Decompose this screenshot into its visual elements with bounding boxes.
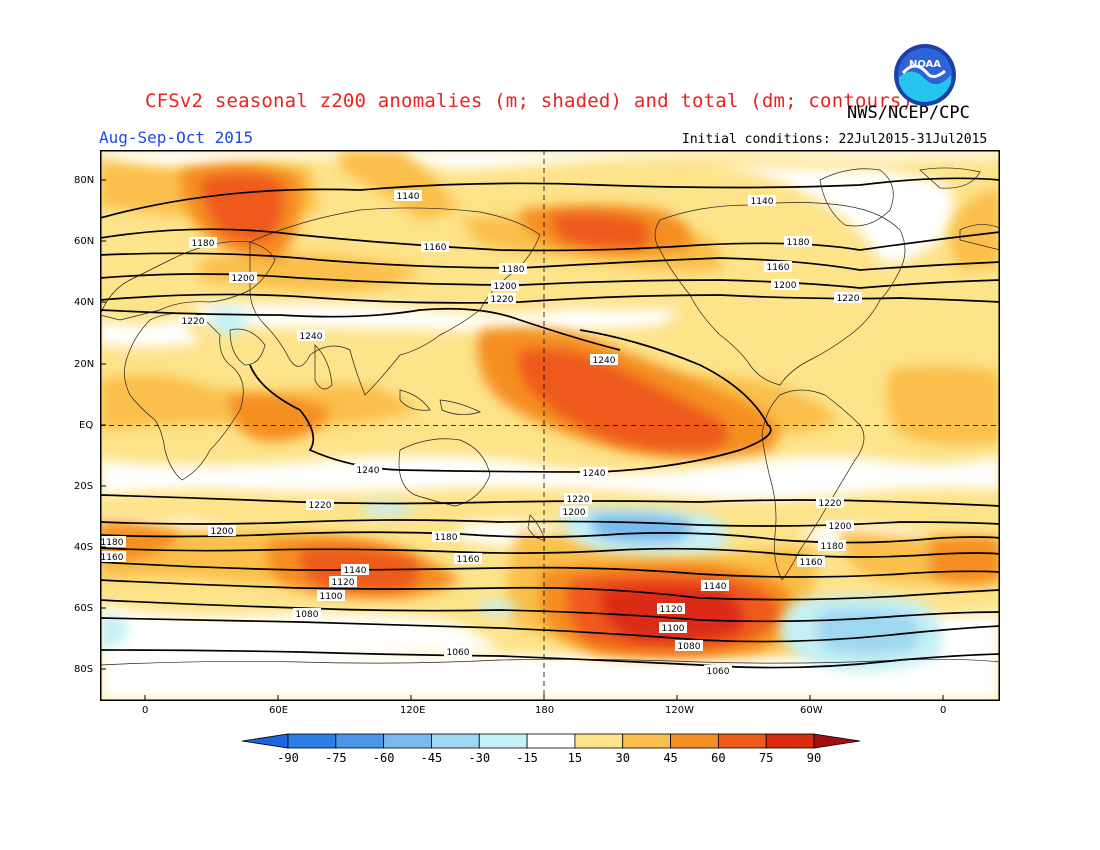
- height-contours: [100, 177, 1000, 669]
- contour-label: 1200: [494, 282, 517, 292]
- contour-label: 1220: [309, 501, 332, 511]
- colorbar-swatch: [431, 733, 480, 749]
- contour-label: 1160: [457, 555, 480, 565]
- lat-label-40n: 40N: [74, 297, 95, 308]
- contour-label: 1120: [332, 578, 355, 588]
- contour-label: 1100: [662, 624, 685, 634]
- contour-label: 1200: [774, 281, 797, 291]
- lat-label-eq: EQ: [79, 420, 94, 431]
- contour-labels-northern: 1140 1140 1180 1160 1180 1180 1160 1200 …: [179, 190, 862, 366]
- colorbar-tick-label: 30: [616, 751, 630, 765]
- lat-label-20n: 20N: [74, 359, 95, 370]
- colorbar-tick-label: 15: [568, 751, 582, 765]
- contour-labels-southern: 1240 1240 1220 1220 1220 1200 1200 1200 …: [100, 464, 854, 677]
- contour-label: 1240: [583, 469, 606, 479]
- contour-label: 1160: [767, 263, 790, 273]
- colorbar-swatch: [383, 733, 432, 749]
- lat-label-60n: 60N: [74, 236, 95, 247]
- colorbar-tick-label: -30: [468, 751, 490, 765]
- colorbar-tick-label: -45: [421, 751, 443, 765]
- contour-label: 1180: [435, 533, 458, 543]
- contour-label: 1060: [707, 667, 730, 677]
- contour-label: 1200: [232, 274, 255, 284]
- contour-label: 1240: [593, 356, 616, 366]
- lon-label-60w: 60W: [800, 705, 823, 716]
- colorbar-tick-label: 75: [759, 751, 773, 765]
- lon-label-120e: 120E: [400, 705, 426, 716]
- contour-label: 1140: [704, 582, 727, 592]
- anomaly-map: 1140 1140 1180 1160 1180 1180 1160 1200 …: [100, 150, 1000, 701]
- lon-label-0-west: 0: [142, 705, 149, 716]
- contour-label: 1120: [660, 605, 683, 615]
- contour-label: 1180: [787, 238, 810, 248]
- lon-label-120w: 120W: [665, 705, 694, 716]
- season-label: Aug-Sep-Oct 2015: [99, 128, 254, 147]
- contour-label: 1220: [567, 495, 590, 505]
- colorbar-tick-label: -90: [277, 751, 299, 765]
- contour-label: 1160: [424, 243, 447, 253]
- axis-ticks: [100, 179, 944, 701]
- colorbar-tick-label: -60: [373, 751, 395, 765]
- contour-label: 1180: [502, 265, 525, 275]
- contour-label: 1180: [192, 239, 215, 249]
- agency-label: NWS/NCEP/CPC: [847, 103, 970, 123]
- contour-label: 1240: [357, 466, 380, 476]
- lon-label-180: 180: [535, 705, 555, 716]
- colorbar-swatch: [670, 733, 719, 749]
- contour-label: 1060: [447, 648, 470, 658]
- lon-label-60e: 60E: [269, 705, 289, 716]
- contour-label: 1160: [800, 558, 823, 568]
- lat-label-80s: 80S: [74, 664, 94, 675]
- colorbar-extend-high: [813, 733, 861, 749]
- colorbar-swatch: [622, 733, 671, 749]
- contour-label: 1200: [563, 508, 586, 518]
- lat-label-20s: 20S: [74, 481, 94, 492]
- contour-label: 1080: [296, 610, 319, 620]
- colorbar-swatch: [526, 733, 576, 749]
- contour-label: 1100: [320, 592, 343, 602]
- noaa-logo-text: NOAA: [909, 59, 941, 70]
- contour-label: 1220: [491, 295, 514, 305]
- colorbar-extend-low: [241, 733, 289, 749]
- chart-title: CFSv2 seasonal z200 anomalies (m; shaded…: [145, 90, 914, 112]
- contour-label: 1140: [344, 566, 367, 576]
- lat-label-80n: 80N: [74, 175, 95, 186]
- colorbar-tick-label: 90: [807, 751, 821, 765]
- colorbar-swatch: [287, 733, 337, 749]
- lon-label-0-east: 0: [940, 705, 947, 716]
- colorbar-swatch: [335, 733, 385, 749]
- contour-label: 1220: [819, 499, 842, 509]
- colorbar-swatch: [765, 733, 815, 749]
- lat-label-40s: 40S: [74, 542, 94, 553]
- colorbar-swatch: [717, 733, 767, 749]
- contour-label: 1140: [751, 197, 774, 207]
- contour-label: 1160: [101, 553, 124, 563]
- contour-label: 1080: [678, 642, 701, 652]
- colorbar-tick-label: 60: [711, 751, 725, 765]
- contour-label: 1220: [837, 294, 860, 304]
- contour-label: 1220: [182, 317, 205, 327]
- noaa-logo: NOAA: [894, 44, 956, 106]
- lat-label-60s: 60S: [74, 603, 94, 614]
- colorbar-swatch: [574, 733, 624, 749]
- colorbar-tick-label: -15: [516, 751, 538, 765]
- contour-label: 1140: [397, 192, 420, 202]
- contour-label: 1180: [821, 542, 844, 552]
- colorbar-tick-label: 45: [663, 751, 677, 765]
- contour-label: 1240: [300, 332, 323, 342]
- colorbar-swatch: [478, 733, 528, 749]
- contour-label: 1180: [101, 538, 124, 548]
- colorbar: -90 -75 -60 -45 -30 -15 15 30 45 60 75 90: [241, 733, 861, 765]
- contour-label: 1200: [211, 527, 234, 537]
- contour-label: 1200: [829, 522, 852, 532]
- colorbar-tick-label: -75: [325, 751, 347, 765]
- initial-conditions-label: Initial conditions: 22Jul2015-31Jul2015: [682, 132, 988, 147]
